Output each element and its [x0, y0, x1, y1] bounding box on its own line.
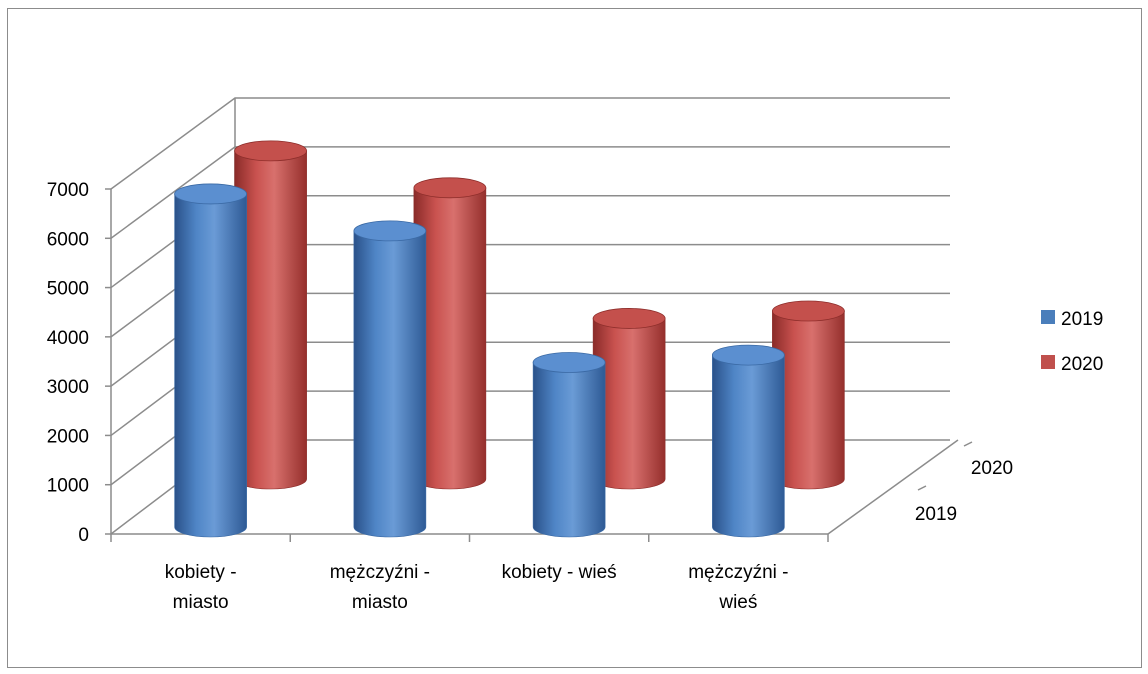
depth-tick-mark: [963, 441, 973, 447]
category-label: mężczyźni -: [688, 562, 788, 583]
legend-label: 2020: [1061, 354, 1103, 375]
bar-top: [234, 140, 308, 162]
bars-layer: [174, 140, 845, 538]
bar-body: [353, 230, 427, 538]
bar-2020: [771, 300, 845, 490]
category-label: wieś: [718, 592, 757, 613]
category-label: miasto: [173, 592, 229, 613]
bar-2019: [532, 352, 606, 538]
bar-top: [711, 344, 785, 366]
bar-2019: [174, 183, 248, 538]
category-label: mężczyźni -: [330, 562, 430, 583]
y-tick-label: 0: [78, 525, 89, 546]
y-tick-label: 1000: [47, 476, 89, 497]
depth-axis-line: [827, 439, 959, 535]
bar-body: [174, 193, 247, 538]
y-tick-label: 2000: [47, 426, 89, 447]
bar-2019: [353, 220, 427, 538]
depth-axis-label: 2019: [915, 504, 957, 525]
bar-top: [174, 183, 248, 205]
bar-body: [712, 354, 785, 538]
depth-axis-label: 2020: [971, 458, 1013, 479]
bar-body: [532, 362, 606, 538]
category-label: kobiety - wieś: [502, 562, 617, 583]
bar-top: [532, 352, 606, 373]
legend-label: 2019: [1061, 309, 1103, 330]
chart-frame: 0 1000 2000 3000 4000 5000 6000 7000 kobiety - mi…: [7, 8, 1142, 668]
y-tick-label: 5000: [47, 279, 89, 300]
y-tick-label: 7000: [47, 180, 89, 201]
labels-layer: 0 1000 2000 3000 4000 5000 6000 7000 kobiety - mi…: [47, 180, 1013, 613]
depth-tick-mark: [917, 485, 927, 491]
bar-top: [413, 177, 487, 199]
bar-2020: [592, 308, 666, 490]
legend-swatch: [1041, 355, 1055, 369]
chart-svg: 0 1000 2000 3000 4000 5000 6000 7000 kobiety - mi…: [47, 97, 1103, 613]
category-label: miasto: [352, 592, 408, 613]
y-tick-label: 4000: [47, 328, 89, 349]
bar-top: [353, 220, 427, 242]
bar-top: [592, 308, 666, 329]
legend-swatch: [1041, 310, 1055, 324]
y-tick-label: 6000: [47, 229, 89, 250]
legend: 2019 2020: [1041, 309, 1103, 375]
bar-top: [771, 300, 845, 322]
bar-2019: [711, 344, 785, 538]
bar-2020: [413, 177, 487, 490]
category-label: kobiety -: [165, 562, 237, 583]
y-tick-label: 3000: [47, 377, 89, 398]
